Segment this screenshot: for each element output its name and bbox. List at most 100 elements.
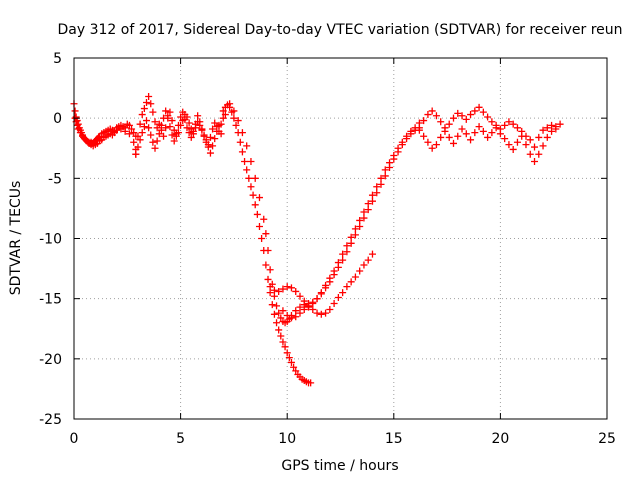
y-tick-label: 0 xyxy=(53,111,62,127)
data-point xyxy=(535,133,543,141)
data-point xyxy=(117,125,125,133)
data-point xyxy=(300,297,308,305)
data-point xyxy=(390,151,398,159)
data-point xyxy=(268,301,276,309)
data-point xyxy=(174,121,182,129)
data-point xyxy=(136,120,144,128)
data-point xyxy=(313,309,321,317)
data-point xyxy=(132,150,140,158)
data-point xyxy=(206,133,214,141)
data-point xyxy=(360,214,368,222)
data-point xyxy=(356,267,364,275)
data-point xyxy=(334,293,342,301)
series-morning-scatter-2 xyxy=(132,107,225,158)
data-point xyxy=(253,210,261,218)
data-point xyxy=(373,189,381,197)
data-point xyxy=(356,216,364,224)
grid xyxy=(74,58,607,419)
data-point xyxy=(209,125,217,133)
data-point xyxy=(181,115,189,123)
data-point xyxy=(454,132,462,140)
data-point xyxy=(230,114,238,122)
data-point xyxy=(309,305,317,313)
data-point xyxy=(270,286,278,294)
y-tick-label: -5 xyxy=(48,171,62,187)
data-point xyxy=(548,127,556,135)
data-point xyxy=(403,132,411,140)
data-point xyxy=(420,117,428,125)
data-point xyxy=(151,118,159,126)
data-point xyxy=(287,358,295,366)
x-tick-label: 10 xyxy=(278,431,296,447)
y-axis-title: SDTVAR / TECUs xyxy=(8,181,24,296)
data-point xyxy=(170,137,178,145)
data-point xyxy=(479,127,487,135)
data-point xyxy=(509,120,517,128)
data-point xyxy=(149,138,157,146)
axes: 0 5 10 15 20 25 -25 -20 -15 -10 -5 0 5 xyxy=(39,51,616,447)
data-point xyxy=(307,379,315,387)
series-afternoon-scatter-2 xyxy=(415,123,560,165)
data-point xyxy=(238,148,246,156)
data-point xyxy=(432,141,440,149)
data-point xyxy=(211,135,219,143)
data-point xyxy=(467,136,475,144)
data-point xyxy=(277,332,285,340)
data-point xyxy=(266,266,274,274)
data-point xyxy=(270,292,278,300)
data-point xyxy=(187,133,195,141)
data-point xyxy=(531,143,539,151)
data-point xyxy=(221,111,229,119)
data-point xyxy=(326,305,334,313)
data-point xyxy=(232,121,240,129)
data-point xyxy=(177,113,185,121)
data-point xyxy=(309,299,317,307)
y-tick-label: 5 xyxy=(53,51,62,67)
data-point xyxy=(192,120,200,128)
data-point xyxy=(162,107,170,115)
data-point xyxy=(471,107,479,115)
data-point xyxy=(196,118,204,126)
data-point xyxy=(437,118,445,126)
data-point xyxy=(142,117,150,125)
data-point xyxy=(134,143,142,151)
data-point xyxy=(386,159,394,167)
data-point xyxy=(556,120,564,128)
data-point xyxy=(292,367,300,375)
data-point xyxy=(415,126,423,134)
data-point xyxy=(170,126,178,134)
data-point xyxy=(467,111,475,119)
data-point xyxy=(484,133,492,141)
data-point xyxy=(360,208,368,216)
data-point xyxy=(153,137,161,145)
data-point xyxy=(279,285,287,293)
data-point xyxy=(147,100,155,108)
data-point xyxy=(501,121,509,129)
data-point xyxy=(539,142,547,150)
data-point xyxy=(255,194,263,202)
data-point xyxy=(347,278,355,286)
data-point xyxy=(264,247,272,255)
data-point xyxy=(432,112,440,120)
data-point xyxy=(513,138,521,146)
data-point xyxy=(539,126,547,134)
data-point xyxy=(496,130,504,138)
data-point xyxy=(266,283,274,291)
data-point xyxy=(287,284,295,292)
data-point xyxy=(296,309,304,317)
data-point xyxy=(292,313,300,321)
data-point xyxy=(138,129,146,137)
data-point xyxy=(449,114,457,122)
data-point xyxy=(76,129,84,137)
data-point xyxy=(130,138,138,146)
data-point xyxy=(522,141,530,149)
data-point xyxy=(283,349,291,357)
data-point xyxy=(317,310,325,318)
data-point xyxy=(543,124,551,132)
data-point xyxy=(217,130,225,138)
data-point xyxy=(206,149,214,157)
data-point xyxy=(219,114,227,122)
data-point xyxy=(275,287,283,295)
